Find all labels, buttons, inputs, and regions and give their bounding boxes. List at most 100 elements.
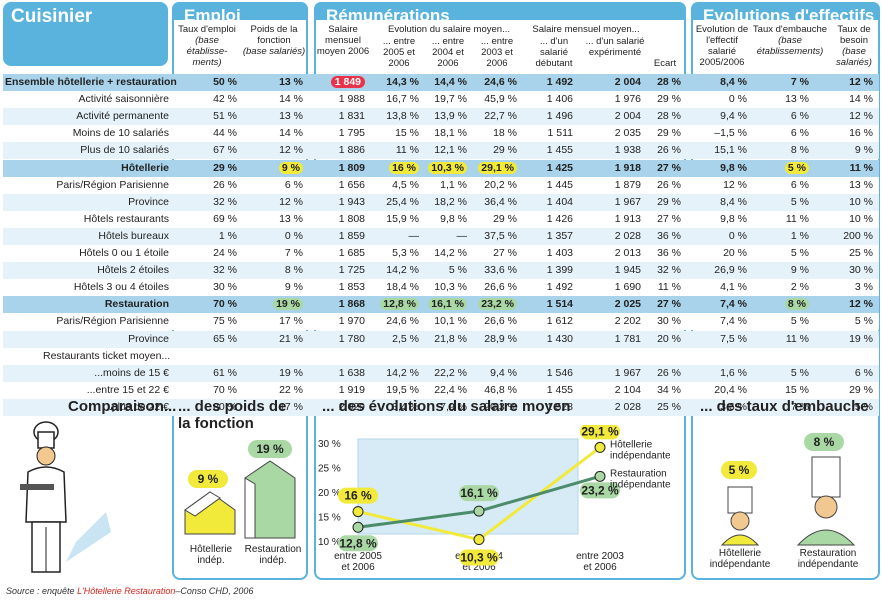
table-cell: 18,1 % (434, 127, 467, 142)
table-cell: 26 % (657, 144, 681, 159)
table-cell: 12 % (849, 110, 873, 125)
colhdr-taux-emploi: Taux d'emploi (base établisse-ments) (172, 24, 242, 68)
data-point (352, 521, 364, 533)
data-label: 10,3 % (460, 551, 498, 565)
table-cell: 21 % (279, 333, 303, 348)
table-cell: 27 % (657, 162, 681, 177)
cell-value: 1 690 (614, 281, 641, 294)
cell-value: 1 357 (546, 229, 573, 242)
poids-badge-r: 19 % (248, 440, 292, 458)
cell-value: 5 % (790, 315, 809, 328)
series-label: Hôtellerie (610, 439, 653, 450)
row-label: ...plus de 22 € (103, 400, 169, 413)
table-cell: 9,8 % (720, 162, 747, 177)
x-tick-label: et 2006 (462, 562, 496, 573)
table-cell: 3 % (855, 281, 873, 296)
source-brand: L'Hôtellerie Restauration (77, 586, 176, 596)
cell-value: 26 % (213, 178, 237, 191)
cell-value: 15 % (395, 127, 419, 140)
table-cell: 26 % (657, 367, 681, 382)
cell-value: 9 % (284, 281, 303, 294)
cell-value: 11 % (785, 212, 809, 225)
table-cell: 12,1 % (434, 144, 467, 159)
table-cell: 16 % (849, 127, 873, 142)
table-cell: 9 % (855, 144, 873, 159)
cell-value: 11 % (849, 161, 873, 174)
colhdr-poids-note: (base salariés) (242, 46, 306, 57)
table-cell: 29 % (849, 384, 873, 399)
cell-value: 1 967 (614, 366, 641, 379)
table-cell: 1 886 (339, 144, 365, 159)
table-cell: 10,3 % (434, 281, 467, 296)
table-cell: 7,4 % (720, 298, 747, 313)
table-cell: 1 455 (547, 384, 573, 399)
table-cell: 33,6 % (484, 264, 517, 279)
table-cell: 8 % (285, 264, 303, 279)
cell-value: 45,9 % (484, 93, 517, 106)
table-cell: 1 938 (615, 144, 641, 159)
table-row: ...moins de 15 € 61 % 19 % 1 638 14,2 % 22,2 … (3, 364, 879, 382)
table-cell: 27 % (657, 298, 681, 313)
cell-value: 26,6 % (484, 315, 517, 328)
table-cell: 5 % (791, 196, 809, 211)
cell-value: 44 % (213, 127, 237, 140)
table-cell: 9 % (791, 264, 809, 279)
cell-value: 19,7 % (434, 93, 467, 106)
cell-value: 30 % (849, 264, 873, 277)
table-cell: 1 546 (547, 367, 573, 382)
row-label: Activité saisonnière (78, 93, 169, 106)
table-cell: 7,9 % (440, 401, 467, 416)
table-cell: 69 % (213, 213, 237, 228)
x-tick-label: et 2006 (583, 562, 617, 573)
cell-value: 26,9 % (714, 264, 747, 277)
data-label: 29,1 % (581, 425, 619, 438)
table-cell: 2 029 (339, 401, 365, 416)
table-cell: 1 945 (615, 264, 641, 279)
row-label: Paris/Région Parisienne (56, 315, 169, 328)
cell-value: 21,8 % (434, 332, 467, 345)
cell-value: 42 % (213, 93, 237, 106)
table-cell: 21,8 % (434, 333, 467, 348)
table-cell: 1 868 (339, 298, 365, 313)
cell-value: 3 % (854, 281, 873, 294)
colhdr-taux-embauche: Taux d'embauche (base établissements) (752, 24, 828, 57)
house-restauration-icon (244, 460, 296, 539)
colhdr-sal-title: Salaire mensuel moyen... (532, 24, 640, 35)
row-label: Hôtels 2 étoiles (97, 264, 169, 277)
table-cell: 1 967 (615, 196, 641, 211)
table-cell: 1 492 (547, 281, 573, 296)
row-label: Restauration (104, 298, 169, 311)
cell-value: 22,4 % (434, 383, 467, 396)
comparaison-title: Comparaison... (68, 398, 177, 415)
table-cell: 12 % (279, 196, 303, 211)
table-cell: 5 % (449, 264, 467, 279)
cell-value: 5 % (790, 195, 809, 208)
cell-value: 12,1 % (434, 144, 467, 157)
cell-value: 2,5 % (392, 332, 419, 345)
cell-value: 23,2 % (478, 298, 517, 311)
cell-value: 1 879 (614, 178, 641, 191)
table-cell: 15,1 % (714, 144, 747, 159)
embauche-badge-h: 5 % (721, 461, 757, 479)
table-cell: 200 % (843, 230, 873, 245)
table-cell: 9,8 % (720, 213, 747, 228)
cell-value: 11 % (657, 281, 681, 294)
cell-value: 1 970 (338, 315, 365, 328)
table-cell: 5 % (791, 247, 809, 262)
table-cell: 1 425 (547, 162, 573, 177)
table-cell: 9,4 % (490, 367, 517, 382)
poids-title: ... des poids de la fonction (178, 398, 287, 432)
cell-value: 7 % (790, 400, 809, 413)
cell-value: 14,2 % (386, 366, 419, 379)
table-cell: 1 404 (547, 196, 573, 211)
cell-value: 29 % (657, 195, 681, 208)
table-cell: 61 % (213, 367, 237, 382)
cell-value: 1 455 (546, 383, 573, 396)
colhdr-evol-title: Evolution du salaire moyen... (388, 24, 510, 35)
cell-value: 9,4 % (720, 110, 747, 123)
cell-value: 12 % (849, 76, 873, 88)
cell-value: 10 % (849, 195, 873, 208)
cell-value: 26 % (657, 144, 681, 157)
table-cell: 1 780 (339, 333, 365, 348)
colhdr-taux-besoin-text: Taux de besoin (837, 24, 871, 46)
